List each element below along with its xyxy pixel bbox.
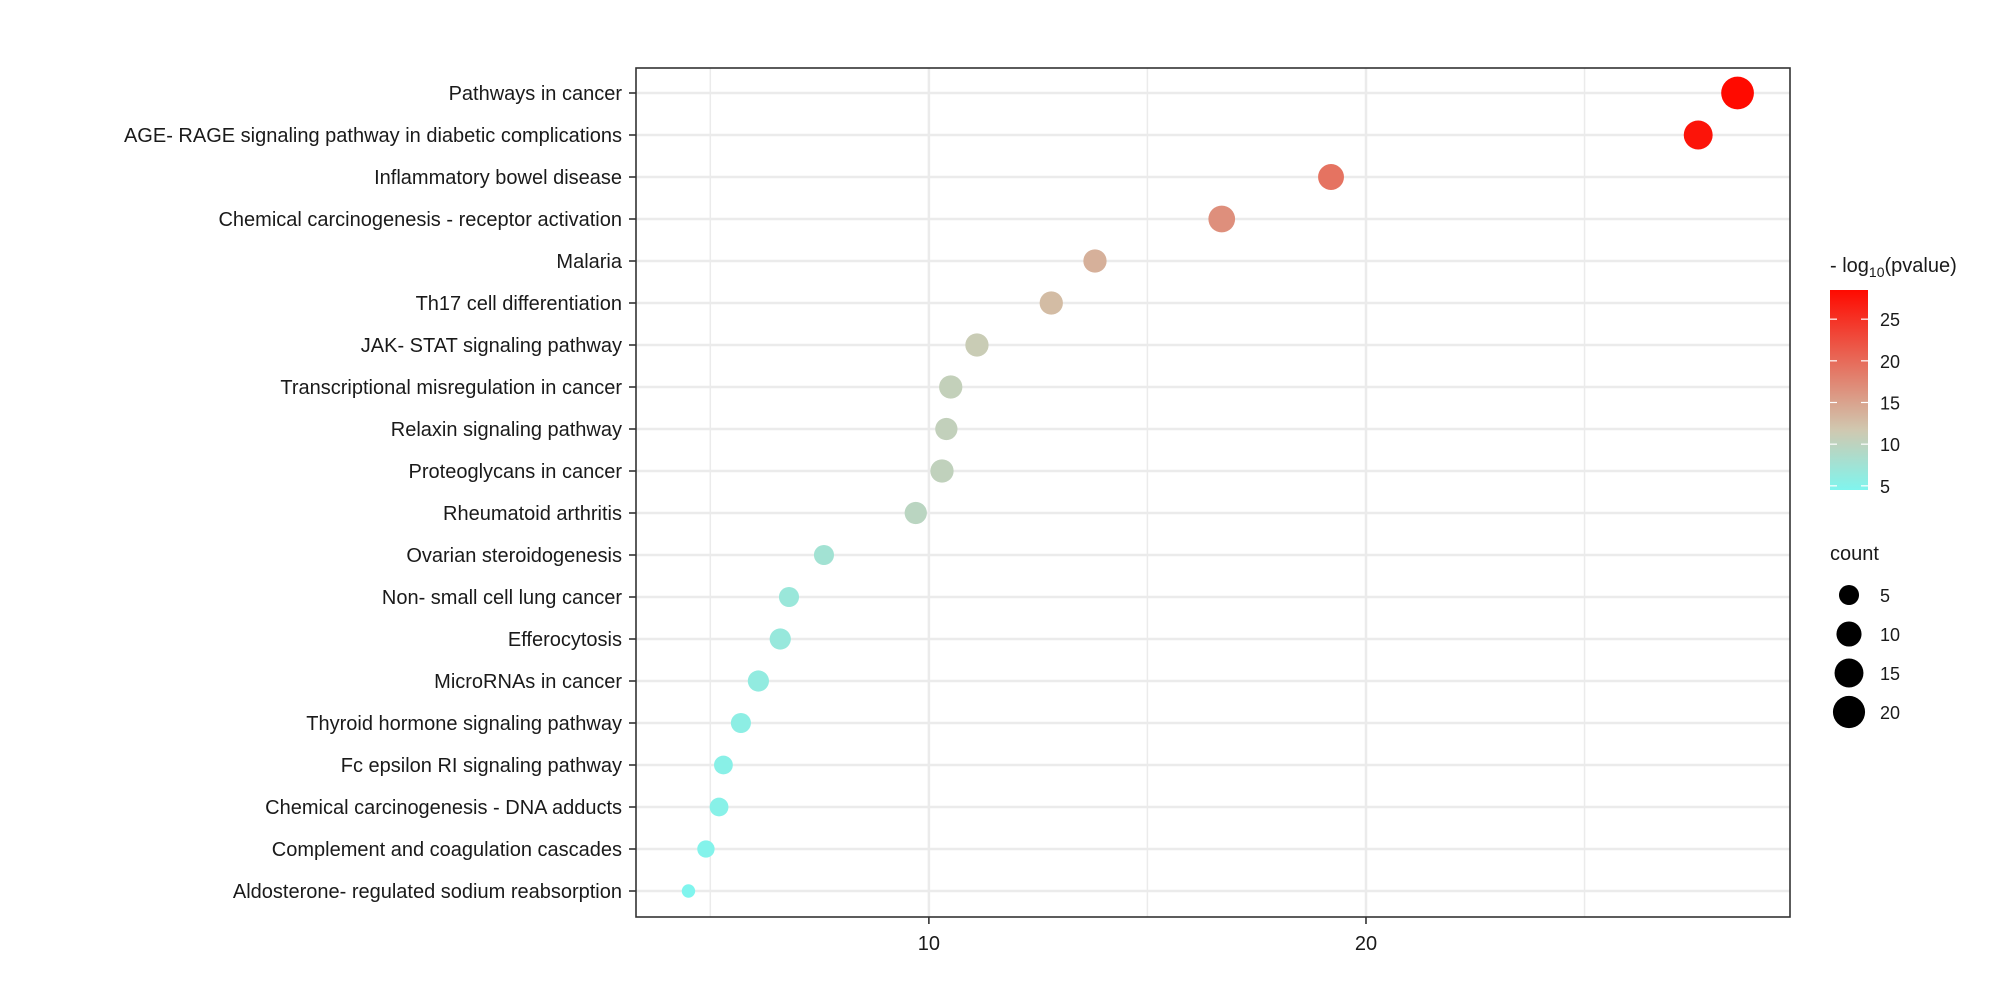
y-tick-label: Non- small cell lung cancer [382, 587, 622, 609]
x-axis: 10 20 [918, 917, 1377, 955]
y-tick-label: MicroRNAs in cancer [434, 671, 622, 693]
size-legend-dot [1836, 621, 1862, 647]
data-point [1039, 291, 1063, 315]
y-tick-label: Transcriptional misregulation in cancer [280, 377, 622, 399]
data-point [1208, 205, 1236, 233]
data-point [730, 712, 751, 734]
color-legend-label: 5 [1880, 477, 1890, 497]
y-tick-label: Proteoglycans in cancer [409, 461, 623, 483]
color-legend-label: 25 [1880, 310, 1900, 330]
color-legend-label: 15 [1880, 394, 1900, 414]
color-legend: - log10(pvalue) 5 10 15 20 25 [1830, 255, 1957, 497]
size-legend-dot [1834, 658, 1864, 688]
data-point [930, 459, 954, 483]
y-tick-label: Ovarian steroidogenesis [406, 545, 622, 567]
y-axis: Pathways in cancer AGE- RAGE signaling pa… [124, 83, 636, 903]
data-point [778, 586, 800, 608]
size-legend-title: count [1830, 543, 1879, 565]
y-tick-label: Relaxin signaling pathway [391, 419, 622, 441]
size-legend: count 5 10 15 20 [1830, 543, 1900, 729]
size-legend-label: 5 [1880, 586, 1890, 606]
data-point [714, 755, 733, 775]
grid-lines [636, 68, 1790, 917]
y-tick-label: Malaria [556, 251, 622, 273]
data-point [1683, 120, 1713, 150]
size-legend-label: 10 [1880, 625, 1900, 645]
x-tick-label: 10 [918, 933, 940, 955]
data-point [1318, 164, 1344, 190]
y-tick-label: Th17 cell differentiation [416, 293, 622, 315]
color-legend-label: 10 [1880, 435, 1900, 455]
y-tick-label: AGE- RAGE signaling pathway in diabetic … [124, 125, 622, 147]
color-bar [1830, 290, 1868, 490]
y-tick-label: JAK- STAT signaling pathway [361, 335, 622, 357]
data-point [681, 884, 696, 898]
data-point [1083, 249, 1107, 273]
plot-border [635, 67, 1791, 918]
size-legend-label: 20 [1880, 703, 1900, 723]
data-point [747, 670, 770, 692]
data-point [813, 544, 834, 566]
data-point [939, 375, 963, 399]
color-legend-title: - log10(pvalue) [1830, 255, 1957, 280]
y-tick-label: Aldosterone- regulated sodium reabsorpti… [233, 881, 622, 903]
size-legend-dot [1832, 695, 1866, 729]
x-tick-label: 20 [1355, 933, 1377, 955]
y-tick-label: Efferocytosis [508, 629, 622, 651]
y-tick-label: Rheumatoid arthritis [443, 503, 622, 525]
data-point [697, 840, 715, 858]
data-point [935, 417, 958, 441]
color-legend-label: 20 [1880, 352, 1900, 372]
y-tick-label: Pathways in cancer [449, 83, 623, 105]
data-point [1721, 76, 1754, 110]
size-legend-label: 15 [1880, 664, 1900, 684]
y-tick-label: Complement and coagulation cascades [272, 839, 622, 861]
y-tick-label: Chemical carcinogenesis - DNA adducts [265, 797, 622, 819]
data-points [681, 76, 1754, 898]
size-legend-dot [1838, 584, 1860, 606]
data-point [965, 333, 989, 357]
y-tick-label: Thyroid hormone signaling pathway [306, 713, 622, 735]
data-point [769, 628, 791, 650]
data-point [904, 501, 927, 525]
y-tick-label: Fc epsilon RI signaling pathway [341, 755, 622, 777]
y-tick-label: Inflammatory bowel disease [374, 167, 622, 189]
data-point [709, 797, 729, 817]
y-tick-label: Chemical carcinogenesis - receptor activ… [218, 209, 622, 231]
